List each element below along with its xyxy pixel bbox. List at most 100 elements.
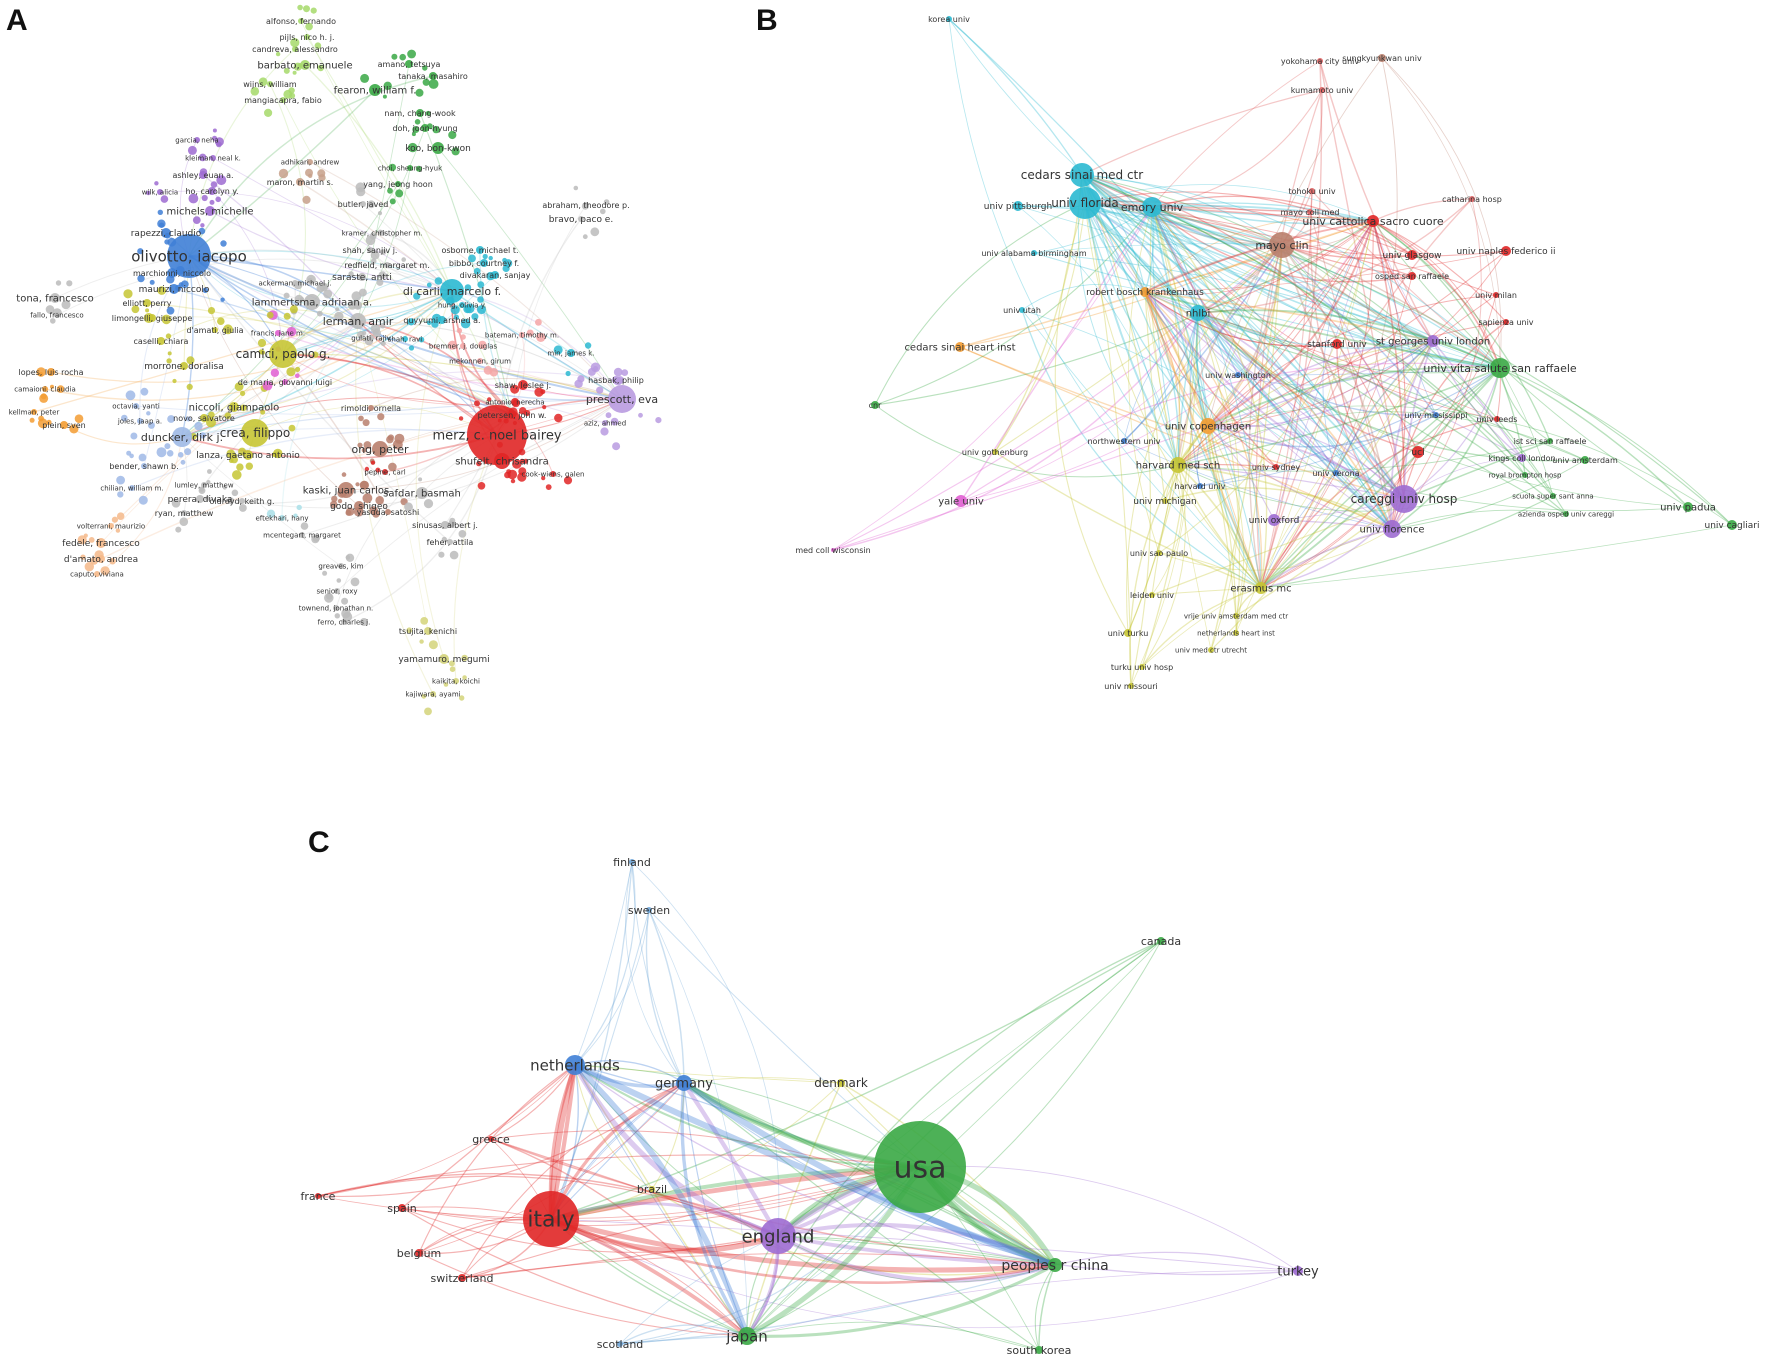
- network-node[interactable]: [488, 1136, 494, 1142]
- network-node[interactable]: [583, 202, 589, 208]
- network-node[interactable]: [453, 678, 459, 684]
- network-node[interactable]: [1683, 502, 1693, 512]
- network-node[interactable]: [368, 405, 374, 411]
- network-node[interactable]: [358, 273, 366, 281]
- network-node[interactable]: [169, 284, 179, 294]
- network-node[interactable]: [298, 18, 304, 24]
- network-node[interactable]: [133, 403, 139, 409]
- network-node[interactable]: [1332, 339, 1342, 349]
- network-node[interactable]: [31, 409, 37, 415]
- network-node[interactable]: [1390, 485, 1418, 513]
- network-node[interactable]: [299, 532, 305, 538]
- network-node[interactable]: [550, 471, 556, 477]
- network-node[interactable]: [874, 1121, 966, 1213]
- network-node[interactable]: [1581, 456, 1589, 464]
- network-node[interactable]: [429, 72, 437, 80]
- network-node[interactable]: [267, 81, 273, 87]
- network-node[interactable]: [1139, 664, 1145, 670]
- network-node[interactable]: [494, 453, 510, 469]
- network-node[interactable]: [279, 515, 285, 521]
- network-node[interactable]: [1408, 272, 1416, 280]
- network-node[interactable]: [205, 206, 215, 216]
- network-node[interactable]: [304, 294, 320, 310]
- network-node[interactable]: [369, 84, 381, 96]
- network-node[interactable]: [307, 159, 313, 165]
- network-node[interactable]: [1269, 232, 1295, 258]
- network-node[interactable]: [269, 340, 297, 368]
- network-node[interactable]: [382, 469, 388, 475]
- network-node[interactable]: [1433, 412, 1439, 418]
- network-node[interactable]: [1019, 307, 1025, 313]
- network-node[interactable]: [1255, 582, 1267, 594]
- network-node[interactable]: [384, 262, 390, 268]
- network-node[interactable]: [1235, 372, 1241, 378]
- network-node[interactable]: [1367, 215, 1379, 227]
- network-node[interactable]: [296, 178, 304, 186]
- network-node[interactable]: [372, 441, 388, 457]
- network-node[interactable]: [955, 495, 967, 507]
- network-node[interactable]: [208, 187, 216, 195]
- network-node[interactable]: [432, 142, 444, 154]
- network-node[interactable]: [439, 654, 449, 664]
- network-node[interactable]: [333, 605, 339, 611]
- network-node[interactable]: [157, 189, 163, 195]
- network-node[interactable]: [1427, 335, 1439, 347]
- network-node[interactable]: [141, 463, 147, 469]
- network-node[interactable]: [395, 181, 401, 187]
- network-node[interactable]: [992, 449, 998, 455]
- network-node[interactable]: [167, 268, 177, 278]
- network-node[interactable]: [646, 907, 652, 913]
- network-node[interactable]: [280, 97, 286, 103]
- network-node[interactable]: [1170, 457, 1186, 473]
- network-node[interactable]: [415, 1249, 423, 1257]
- network-node[interactable]: [243, 450, 253, 460]
- network-node[interactable]: [229, 402, 239, 412]
- network-node[interactable]: [1727, 520, 1737, 530]
- network-node[interactable]: [180, 362, 188, 370]
- network-node[interactable]: [196, 495, 204, 503]
- network-node[interactable]: [157, 337, 165, 345]
- network-node[interactable]: [1317, 58, 1323, 64]
- network-node[interactable]: [50, 293, 60, 303]
- network-node[interactable]: [760, 1218, 796, 1254]
- network-node[interactable]: [1268, 514, 1280, 526]
- network-node[interactable]: [565, 1055, 585, 1075]
- network-node[interactable]: [407, 165, 413, 171]
- network-node[interactable]: [129, 485, 135, 491]
- network-node[interactable]: [210, 155, 216, 161]
- network-node[interactable]: [199, 171, 207, 179]
- network-node[interactable]: [282, 379, 288, 385]
- network-node[interactable]: [368, 335, 374, 341]
- network-node[interactable]: [518, 380, 528, 390]
- network-node[interactable]: [1469, 196, 1475, 202]
- network-node[interactable]: [354, 501, 364, 511]
- network-node[interactable]: [476, 246, 484, 254]
- network-node[interactable]: [1333, 470, 1339, 476]
- network-node[interactable]: [1493, 292, 1499, 298]
- network-node[interactable]: [1124, 629, 1132, 637]
- network-node[interactable]: [1494, 416, 1500, 422]
- network-node[interactable]: [430, 691, 436, 697]
- network-node[interactable]: [300, 60, 310, 70]
- network-node[interactable]: [405, 60, 413, 68]
- network-node[interactable]: [1069, 187, 1101, 219]
- network-node[interactable]: [629, 859, 635, 865]
- network-node[interactable]: [334, 588, 340, 594]
- network-node[interactable]: [676, 1075, 692, 1091]
- network-node[interactable]: [1190, 305, 1206, 321]
- network-node[interactable]: [1121, 438, 1127, 444]
- network-node[interactable]: [1035, 1346, 1043, 1354]
- network-node[interactable]: [54, 312, 60, 318]
- network-node[interactable]: [1156, 550, 1162, 556]
- network-node[interactable]: [338, 482, 354, 498]
- network-node[interactable]: [955, 342, 965, 352]
- network-node[interactable]: [212, 327, 218, 333]
- network-node[interactable]: [1547, 438, 1553, 444]
- network-node[interactable]: [338, 563, 344, 569]
- network-node[interactable]: [738, 1327, 756, 1345]
- network-node[interactable]: [60, 421, 68, 429]
- network-node[interactable]: [1157, 937, 1165, 945]
- network-node[interactable]: [97, 555, 105, 563]
- network-node[interactable]: [831, 548, 835, 552]
- network-node[interactable]: [1490, 358, 1510, 378]
